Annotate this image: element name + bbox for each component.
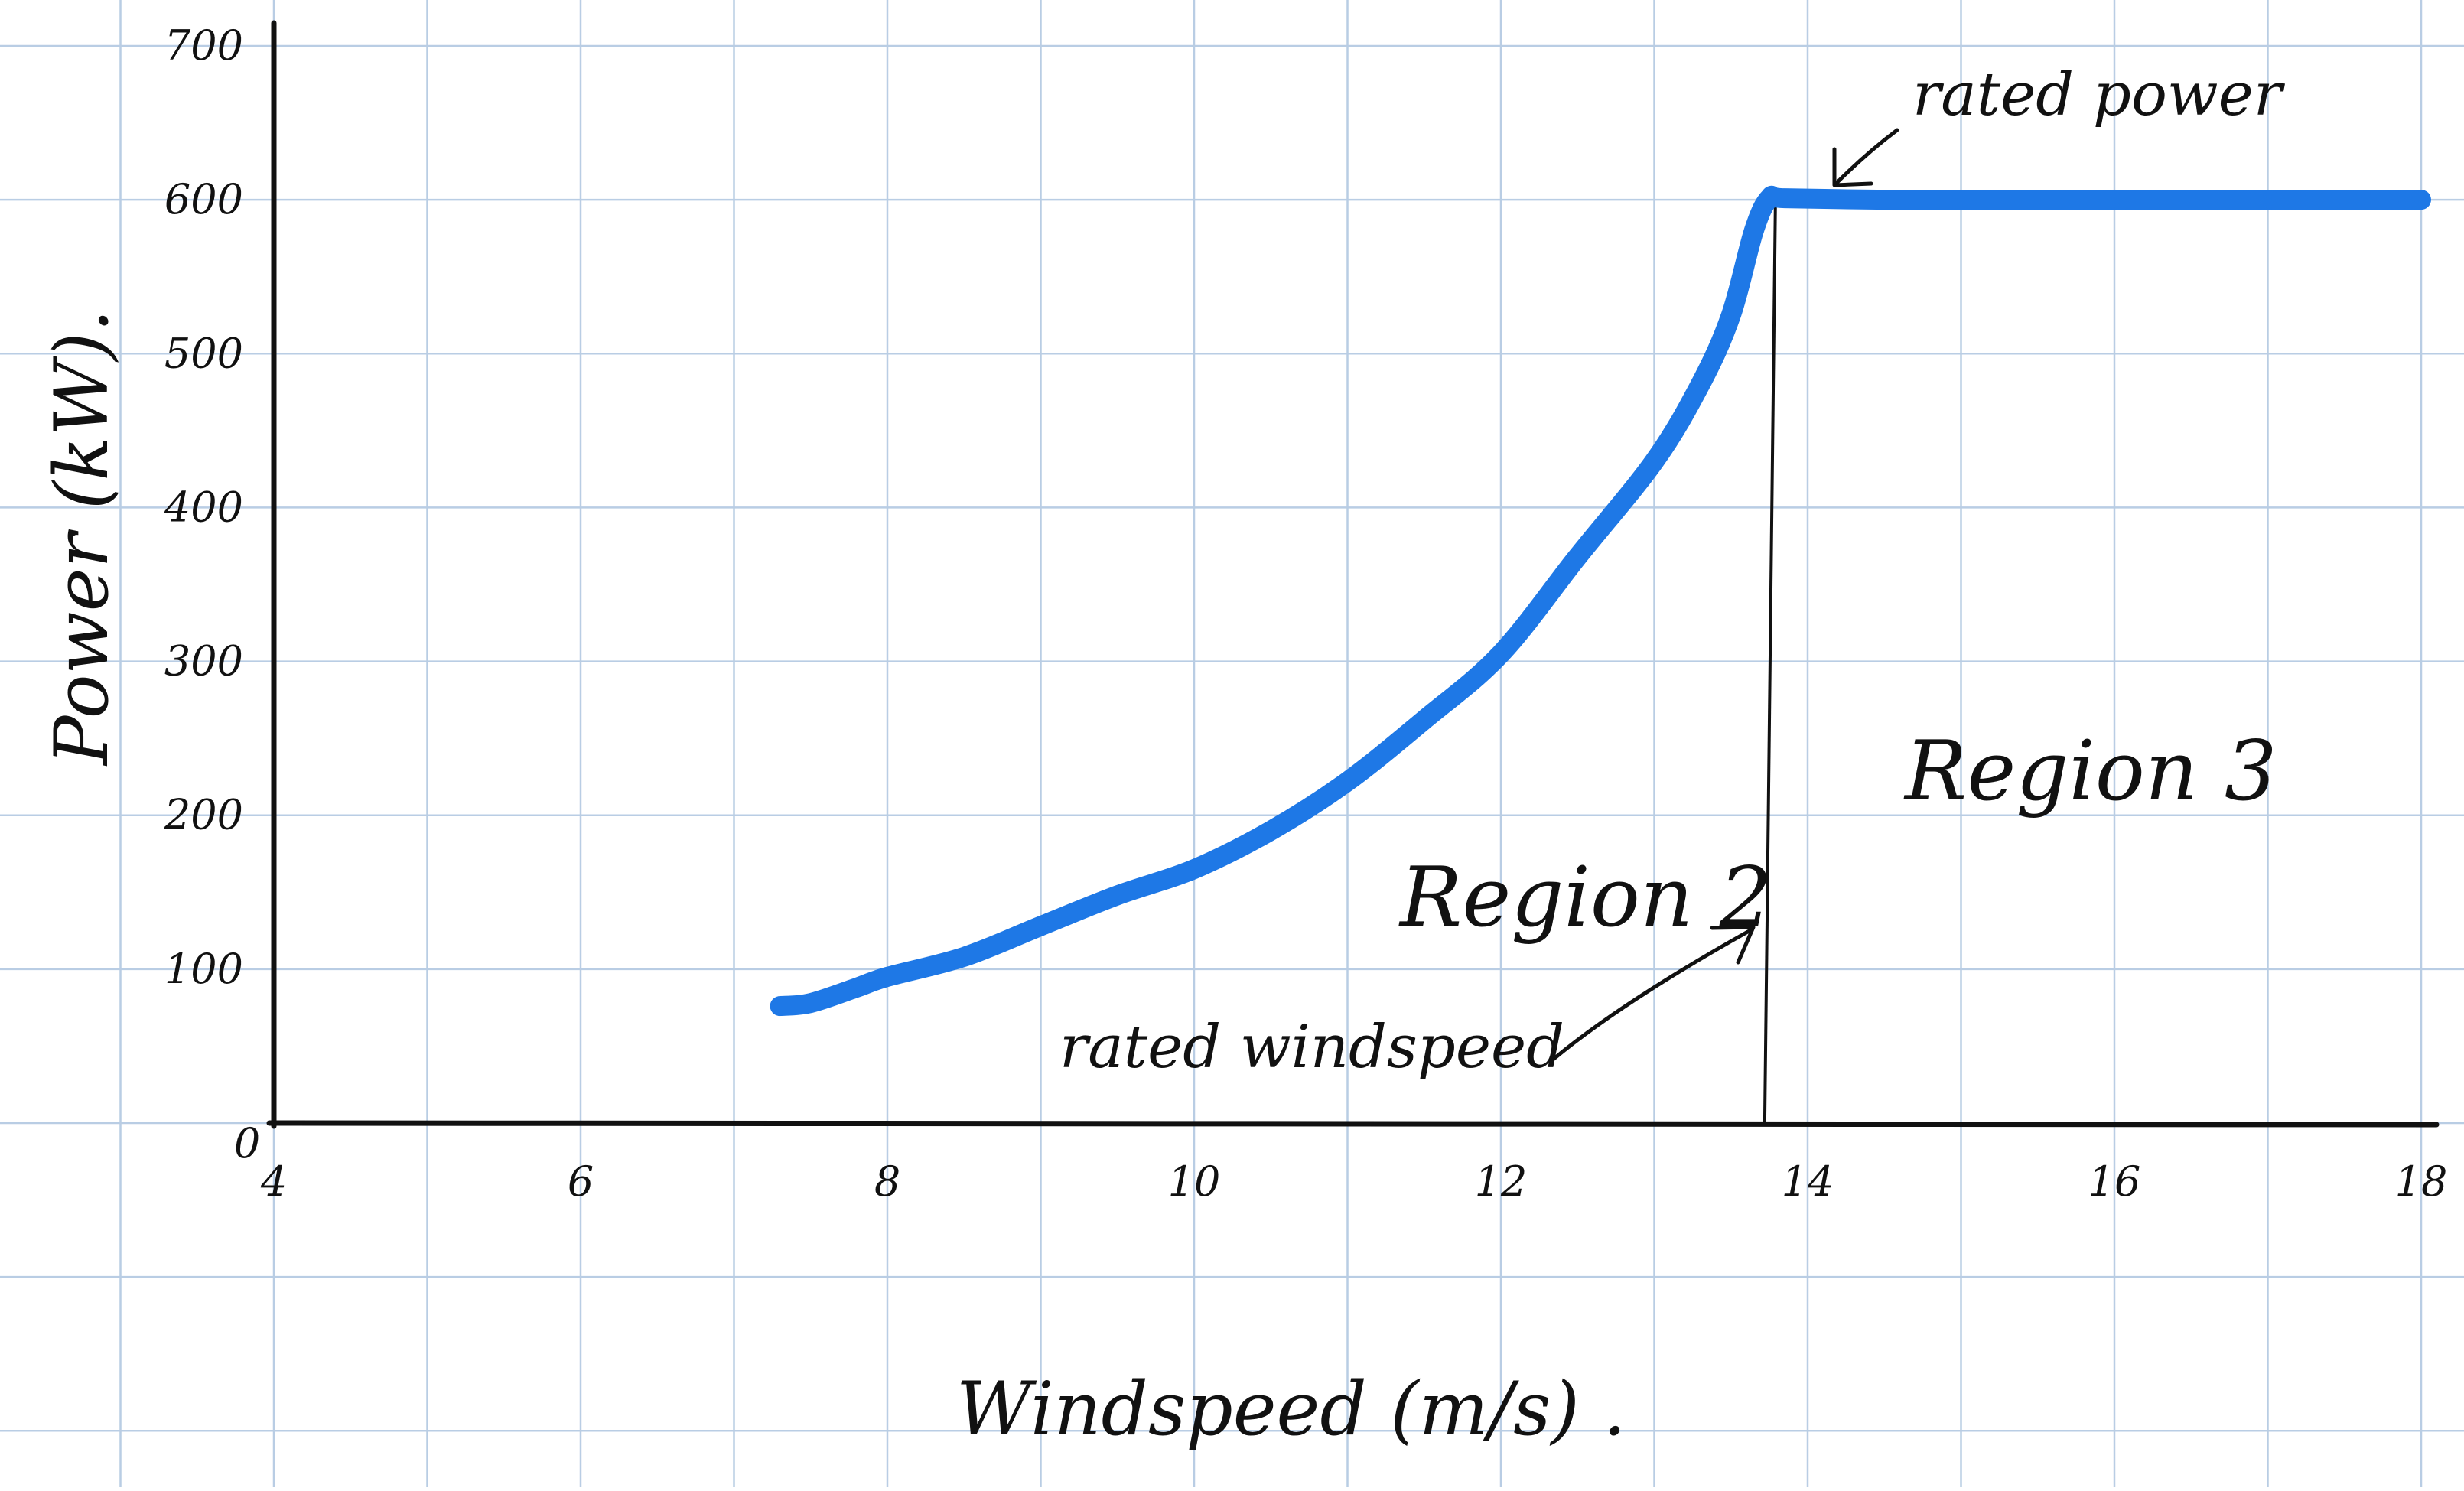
x-tick-label: 14 [1782,1157,1834,1206]
y-tick-label: 0 [234,1119,260,1167]
chart-marks [770,128,2431,1124]
rated-windspeed-arrowhead [1710,925,1756,965]
x-tick-label: 12 [1475,1157,1528,1206]
x-tick-label: 18 [2395,1157,2448,1206]
y-tick-label: 200 [164,791,243,839]
x-axis-title: Windspeed (m/s) . [956,1366,1626,1452]
tick-labels: 4 6 8 10 12 14 16 18 0 100 200 300 400 500 600 700 [164,21,2447,1206]
x-axis-line [266,1120,2440,1128]
rated-power-arrowhead [1832,147,1873,187]
x-tick-label: 10 [1168,1157,1221,1206]
y-tick-label: 100 [164,945,243,993]
x-tick-label: 16 [2088,1157,2141,1206]
x-tick-label: 4 [260,1157,287,1206]
x-tick-label: 6 [568,1157,594,1206]
rated-power-arrow [1834,128,1899,186]
rated-windspeed-arrow [1551,927,1754,1062]
axes [266,20,2440,1129]
y-tick-label: 300 [164,637,243,685]
region-3-label: Region 3 [1903,724,2277,819]
rated-power-label: rated power [1912,60,2286,129]
y-tick-label: 600 [164,175,243,223]
y-tick-label: 500 [164,329,243,377]
x-tick-label: 8 [874,1157,900,1206]
annotations: Power (kW). Windspeed (m/s) . rated powe… [39,60,2286,1452]
y-tick-label: 400 [164,483,243,531]
y-tick-label: 700 [164,21,243,70]
power-curve-line [770,185,2431,1017]
region-2-label: Region 2 [1398,850,1772,946]
rated-windspeed-line [1763,200,1777,1124]
y-axis-title: Power (kW). [39,309,125,767]
rated-windspeed-label: rated windspeed [1059,1013,1564,1082]
